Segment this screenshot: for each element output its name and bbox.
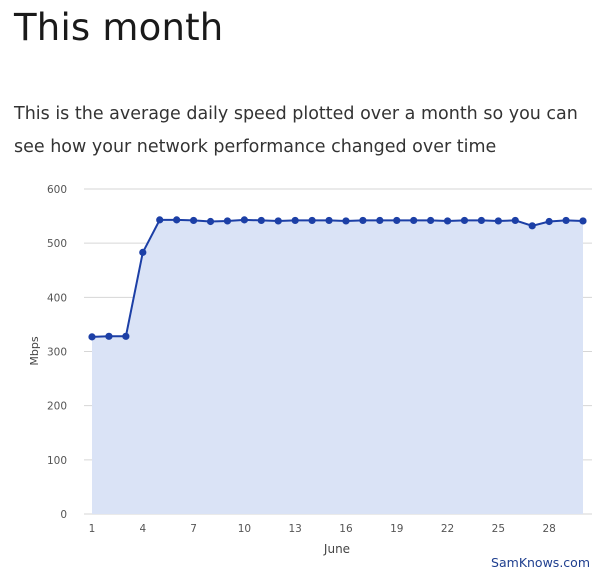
data-point[interactable] <box>460 216 469 225</box>
data-point[interactable] <box>223 217 232 225</box>
y-tick-label: 0 <box>60 509 67 521</box>
data-point[interactable] <box>342 217 350 225</box>
data-point[interactable] <box>325 216 333 225</box>
data-point[interactable] <box>511 216 519 225</box>
data-point[interactable] <box>257 216 265 225</box>
x-tick-label: 16 <box>339 523 353 535</box>
data-point[interactable] <box>545 217 553 226</box>
x-tick-label: 4 <box>139 523 146 535</box>
data-point[interactable] <box>376 216 384 225</box>
x-tick-label: 19 <box>390 523 403 535</box>
y-axis-label: Mbps <box>28 336 41 365</box>
data-point[interactable] <box>105 332 113 340</box>
x-tick-label: 22 <box>441 523 454 535</box>
area-fill <box>92 219 583 514</box>
x-tick-label: 10 <box>238 523 251 535</box>
y-tick-label: 600 <box>47 184 67 196</box>
data-point[interactable] <box>308 216 316 225</box>
y-tick-label: 400 <box>47 292 67 304</box>
data-point[interactable] <box>579 217 587 225</box>
x-tick-label: 25 <box>492 523 505 535</box>
x-axis-label: June <box>323 542 350 556</box>
data-point[interactable] <box>477 216 486 225</box>
data-point[interactable] <box>494 217 502 225</box>
x-tick-label: 28 <box>542 523 555 535</box>
data-point[interactable] <box>359 216 367 225</box>
data-point[interactable] <box>240 216 248 224</box>
data-point[interactable] <box>156 216 164 224</box>
x-tick-label: 13 <box>288 523 301 535</box>
samknows-credit[interactable]: SamKnows.com <box>491 555 590 570</box>
page-title: This month <box>14 6 224 49</box>
y-tick-label: 100 <box>47 455 67 467</box>
data-point[interactable] <box>393 216 401 225</box>
y-tick-label: 300 <box>47 347 67 359</box>
data-point[interactable] <box>291 216 299 225</box>
data-point[interactable] <box>274 217 282 225</box>
data-point[interactable] <box>443 217 452 225</box>
data-point[interactable] <box>528 222 536 230</box>
y-tick-label: 500 <box>47 238 67 250</box>
data-point[interactable] <box>139 248 147 256</box>
data-point[interactable] <box>122 332 130 340</box>
page-description: This is the average daily speed plotted … <box>14 104 578 157</box>
data-point[interactable] <box>189 216 198 225</box>
data-point[interactable] <box>88 333 96 341</box>
data-point[interactable] <box>562 216 570 225</box>
speed-chart: 0 100 200 300 400 500 600 1 4 7 10 13 16 19 22 25 28 Mb… <box>28 184 592 556</box>
data-point[interactable] <box>410 216 418 225</box>
x-tick-label: 7 <box>190 523 197 535</box>
data-point[interactable] <box>206 217 215 226</box>
x-tick-label: 1 <box>89 523 96 535</box>
data-point[interactable] <box>427 216 435 225</box>
data-point[interactable] <box>173 216 181 224</box>
y-tick-label: 200 <box>47 401 67 413</box>
